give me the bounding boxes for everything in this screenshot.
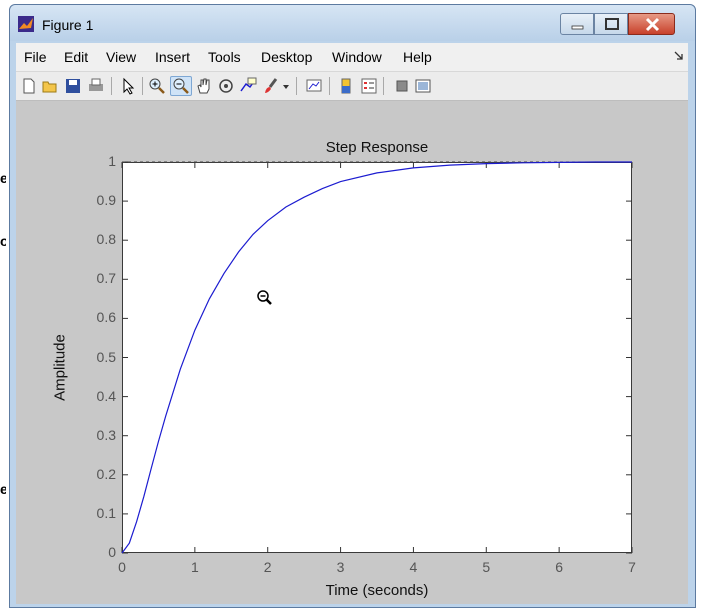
window-title: Figure 1 [42,17,94,33]
brush-icon[interactable] [262,77,280,95]
title-bar[interactable]: Figure 1 [10,5,695,41]
step-response-chart [121,161,633,554]
menu-desktop[interactable]: Desktop [261,49,313,65]
menu-help[interactable]: Help [403,49,432,65]
save-figure-icon[interactable] [64,77,82,95]
matlab-icon [18,16,34,32]
figure-canvas[interactable]: Step Response 0 1 2 3 4 5 6 7 0 0.1 0.2 0.3 0.4 0.5 0… [16,101,688,604]
zoom-out-icon [173,78,189,94]
y-tick-label: 0.9 [96,192,116,209]
zoom-out-cursor-icon [257,290,272,305]
dock-arrow-icon[interactable] [674,51,684,61]
toolbar-separator [142,77,143,95]
step-response-line [121,161,632,554]
hide-plot-tools-icon[interactable] [393,77,411,95]
insert-colorbar-icon[interactable] [337,77,355,95]
background-text: e [0,170,6,186]
print-figure-icon[interactable] [87,77,105,95]
insert-legend-icon[interactable] [360,77,378,95]
edit-plot-icon[interactable] [119,77,137,95]
y-axis-label: Amplitude [51,334,69,401]
chart-title: Step Response [325,139,429,156]
new-figure-icon[interactable] [20,77,38,95]
close-icon [645,17,660,32]
toolbar-separator [296,77,297,95]
data-cursor-icon[interactable] [239,77,257,95]
x-tick-label: 1 [190,559,199,575]
maximize-icon [605,18,619,30]
maximize-button[interactable] [594,13,628,35]
toolbar-separator [329,77,330,95]
y-tick-label: 0.7 [96,270,116,287]
zoom-in-icon[interactable] [148,77,166,95]
y-tick-label: 1 [108,153,116,169]
x-tick-label: 3 [336,559,345,575]
minimize-icon [571,25,584,30]
x-tick-label: 5 [482,559,491,575]
figure-window: Figure 1 File Edit View Insert Tools Des… [9,4,696,608]
x-tick-label: 4 [409,559,418,575]
zoom-out-button[interactable] [170,76,192,96]
open-file-icon[interactable] [41,77,59,95]
y-tick-label: 0.3 [96,426,116,443]
menu-window[interactable]: Window [332,49,382,65]
background-text: o [0,233,6,249]
rotate-3d-icon[interactable] [217,77,235,95]
menu-bar: File Edit View Insert Tools Desktop Wind… [16,43,688,71]
x-tick-label: 0 [118,559,126,575]
menu-tools[interactable]: Tools [208,49,241,65]
x-tick-label: 2 [263,559,272,575]
menu-edit[interactable]: Edit [64,49,89,65]
menu-view[interactable]: View [106,49,137,65]
toolbar-separator [111,77,112,95]
close-button[interactable] [628,13,675,35]
menu-file[interactable]: File [24,49,47,65]
y-tick-label: 0.1 [96,504,116,521]
link-plot-icon[interactable] [305,77,323,95]
y-tick-label: 0.5 [96,348,116,365]
pan-icon[interactable] [195,77,213,95]
y-tick-label: 0.4 [96,387,116,404]
y-tick-label: 0.6 [96,309,116,326]
brush-dropdown-icon[interactable] [281,77,299,95]
toolbar-separator [383,77,384,95]
background-text: e [0,481,6,497]
figure-toolbar [16,71,688,101]
menu-insert[interactable]: Insert [155,49,191,65]
x-axis-label: Time (seconds) [325,582,429,599]
y-tick-label: 0.8 [96,231,116,248]
minimize-button[interactable] [560,13,594,35]
y-tick-label: 0 [108,544,116,560]
plot-axes[interactable] [122,162,632,553]
x-tick-label: 6 [555,559,564,575]
show-plot-tools-icon[interactable] [414,77,432,95]
y-tick-label: 0.2 [96,465,116,482]
x-tick-label: 7 [628,559,636,575]
